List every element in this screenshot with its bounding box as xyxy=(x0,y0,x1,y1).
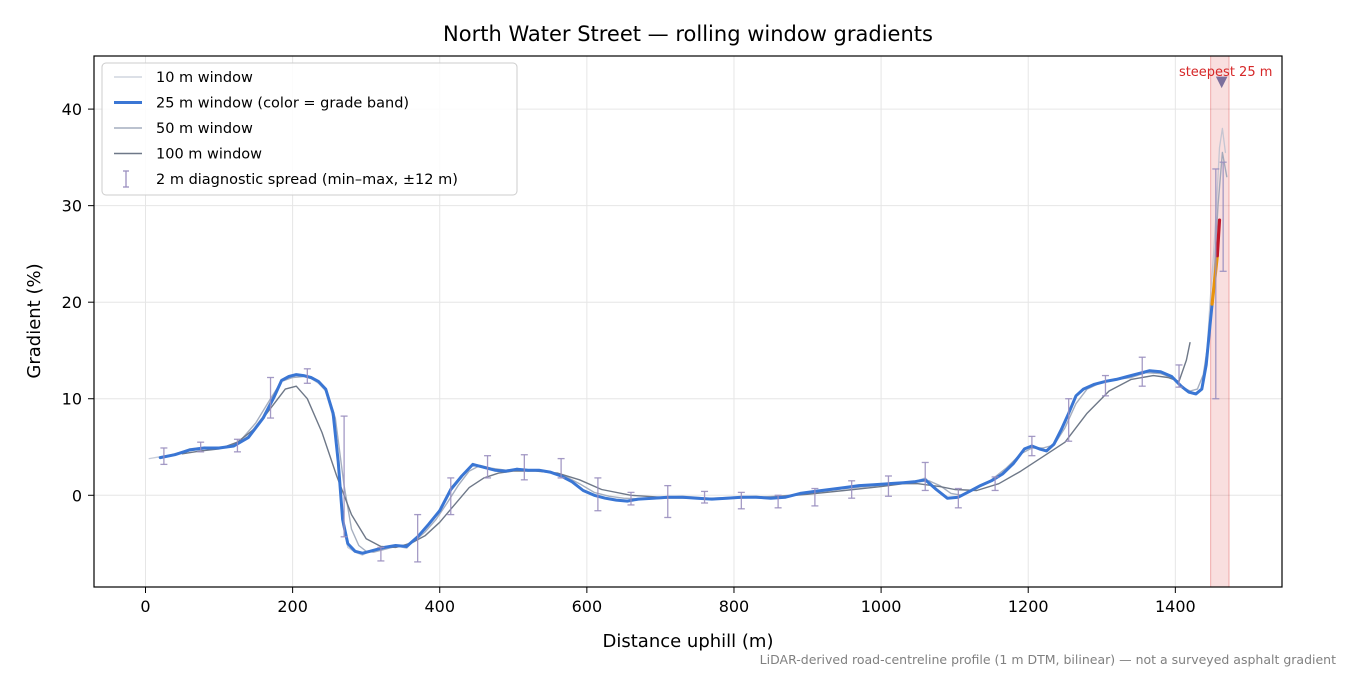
series-line xyxy=(158,302,1214,555)
x-tick-label: 200 xyxy=(277,597,308,616)
x-tick-label: 0 xyxy=(140,597,150,616)
x-tick-label: 1400 xyxy=(1155,597,1196,616)
x-axis-ticks: 0 200 400 600 800 1000 1200 1400 xyxy=(140,587,1196,616)
steepest-span xyxy=(1210,56,1230,587)
highlight-span xyxy=(1210,56,1230,587)
y-tick-label: 30 xyxy=(62,197,82,216)
grade-band-segment xyxy=(1215,218,1222,258)
x-tick-label: 600 xyxy=(572,597,603,616)
legend-label: 100 m window xyxy=(156,147,262,163)
y-tick-label: 40 xyxy=(62,100,82,119)
x-tick-label: 400 xyxy=(424,597,455,616)
steepest-marker: steepest 25 m xyxy=(1179,65,1272,89)
legend-box xyxy=(101,62,518,196)
chart-title: North Water Street — rolling window grad… xyxy=(443,22,933,46)
legend-label: 10 m window xyxy=(156,70,253,86)
y-tick-label: 10 xyxy=(62,390,82,409)
steepest-marker-triangle xyxy=(1215,76,1228,89)
legend-label: 50 m window xyxy=(156,121,253,137)
legend-label: 25 m window (color = grade band) xyxy=(156,96,409,112)
x-axis-label: Distance uphill (m) xyxy=(603,631,774,652)
axes-frame xyxy=(93,55,1283,588)
y-axis-ticks: 0 10 20 30 40 xyxy=(62,100,94,505)
footnote: LiDAR-derived road-centreline profile (1… xyxy=(760,652,1336,667)
y-axis-label: Gradient (%) xyxy=(24,263,45,378)
y-tick-label: 0 xyxy=(72,486,82,505)
steepest-label: steepest 25 m xyxy=(1179,65,1272,80)
x-tick-label: 800 xyxy=(719,597,750,616)
series-line xyxy=(181,342,1191,549)
x-tick-label: 1200 xyxy=(1008,597,1049,616)
x-tick-label: 1000 xyxy=(861,597,902,616)
spread-errorbars xyxy=(160,161,1227,563)
legend: 10 m window 25 m window (color = grade ba… xyxy=(101,62,518,196)
legend-label: 2 m diagnostic spread (min–max, ±12 m) xyxy=(156,172,458,188)
y-tick-label: 20 xyxy=(62,293,82,312)
